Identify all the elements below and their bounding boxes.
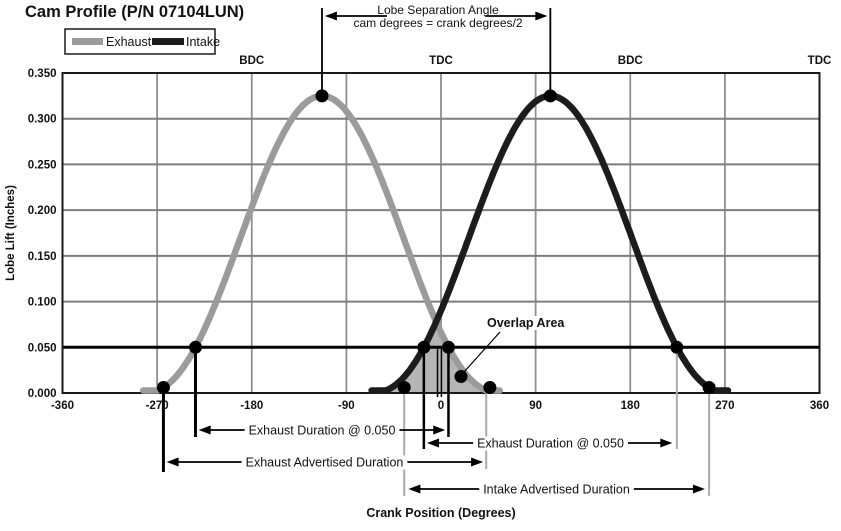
intake-advertised-duration-label: Intake Advertised Duration — [483, 483, 630, 497]
exhaust-duration-050-right-label: Exhaust Duration @ 0.050 — [477, 437, 624, 451]
y-tick-label: 0.100 — [28, 297, 57, 309]
intake-peak-lift-dot — [543, 89, 557, 103]
arrowhead-icon — [166, 457, 179, 467]
x-tick-label: 0 — [438, 400, 444, 412]
exhaust-closes-0-050-dot — [441, 340, 455, 354]
legend-box — [64, 28, 216, 55]
dead-center-label: TDC — [429, 55, 453, 67]
legend-intake-label: Intake — [186, 35, 220, 49]
y-tick-label: 0.350 — [28, 68, 57, 80]
intake-advertised-close-dot — [702, 381, 716, 395]
y-tick-label: 0.200 — [28, 205, 57, 217]
x-tick-label: -270 — [146, 400, 169, 412]
arrowhead-icon — [692, 484, 705, 494]
dead-center-label: BDC — [618, 55, 643, 67]
arrowhead-icon — [408, 484, 421, 494]
lobe-separation-annotation-line2: cam degrees = crank degrees/2 — [353, 16, 522, 30]
exhaust-advertised-open-dot — [156, 381, 170, 395]
overlap-pointer-line — [463, 331, 501, 373]
lobe-separation-marker-lines — [321, 8, 552, 96]
overlap-area-fill — [371, 322, 501, 393]
arrowhead-icon — [198, 425, 211, 435]
arrowhead-icon — [471, 457, 484, 467]
y-tick-label: 0.000 — [28, 388, 57, 400]
legend-exhaust-label: Exhaust — [106, 35, 152, 49]
label-backings — [241, 316, 634, 497]
intake-opens-0-050-dot — [417, 340, 431, 354]
label-backing — [244, 423, 400, 438]
x-tick-label: 90 — [529, 400, 542, 412]
tick-labels: -360 -270 -180 -90 0 90 180 270 360 0.000 0.050 0.1… — [28, 55, 832, 412]
dead-center-label: BDC — [239, 55, 264, 67]
label-backing — [473, 436, 628, 451]
y-axis-title: Lobe Lift (Inches) — [5, 185, 17, 281]
y-tick-label: 0.250 — [28, 159, 57, 171]
event-dots — [156, 89, 716, 395]
lobe-separation-annotation-line1: Lobe Separation Angle — [377, 3, 499, 17]
x-tick-label: -90 — [338, 400, 355, 412]
dead-center-label: TDC — [808, 55, 832, 67]
arrowhead-icon — [660, 438, 673, 448]
exhaust-peak-lift-dot — [315, 89, 329, 103]
y-tick-label: 0.050 — [28, 342, 57, 354]
intake-closes-0-050-dot — [670, 340, 684, 354]
x-tick-label: 270 — [715, 400, 734, 412]
y-tick-label: 0.150 — [28, 251, 57, 263]
arrowhead-icon — [324, 11, 337, 21]
x-tick-label: 180 — [621, 400, 640, 412]
x-tick-label: 360 — [810, 400, 829, 412]
intake-advertised-open-dot — [397, 381, 411, 395]
x-tick-label: -180 — [240, 400, 263, 412]
overlap-area-label: Overlap Area — [487, 316, 565, 330]
arrowhead-icon — [427, 438, 440, 448]
annotation-arrows — [166, 11, 705, 494]
arrowhead-icon — [433, 425, 446, 435]
x-tick-label: -360 — [51, 400, 74, 412]
annotation-guide-lines — [161, 348, 711, 496]
x-axis-title: Crank Position (Degrees) — [366, 506, 515, 520]
label-backing — [479, 482, 634, 497]
label-backing — [483, 316, 570, 330]
page-title: Cam Profile (P/N 07104LUN) — [25, 3, 244, 21]
overlap-area-dot — [454, 370, 468, 384]
exhaust-advertised-duration-label: Exhaust Advertised Duration — [246, 456, 404, 470]
exhaust-opens-0-050-dot — [188, 340, 202, 354]
arrowhead-icon — [535, 11, 548, 21]
exhaust-duration-050-left-label: Exhaust Duration @ 0.050 — [249, 424, 396, 438]
legend: Exhaust Intake — [64, 28, 220, 55]
overlap-area-shape — [371, 322, 501, 393]
exhaust-advertised-close-dot — [483, 381, 497, 395]
label-backing — [241, 455, 408, 470]
static-labels: Cam Profile (P/N 07104LUN) Lobe Separati… — [5, 3, 630, 520]
y-tick-label: 0.300 — [28, 114, 57, 126]
